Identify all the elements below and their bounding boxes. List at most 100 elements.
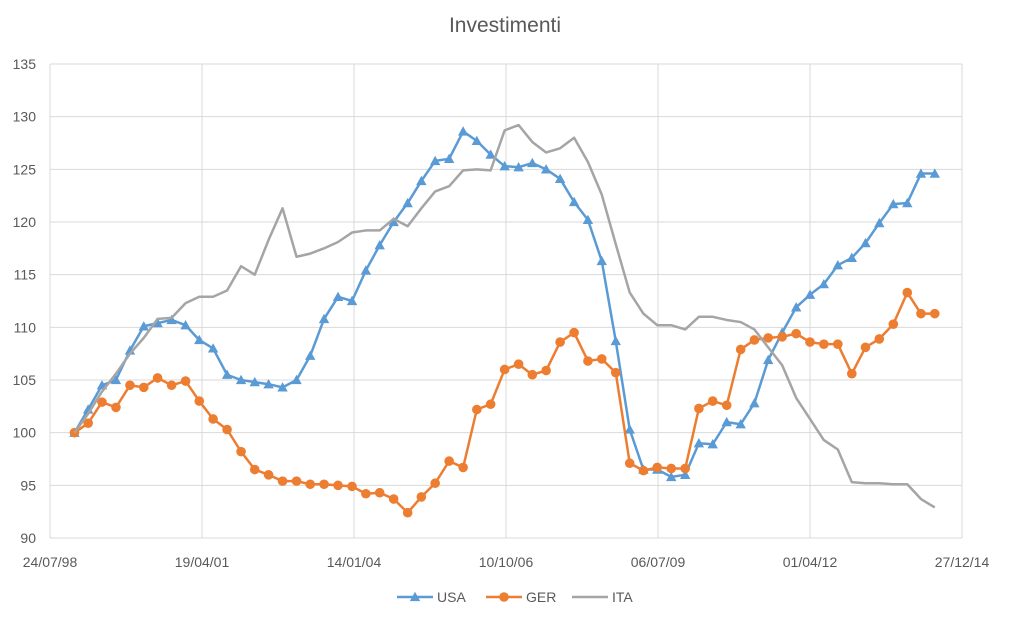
data-point-ger <box>305 479 316 490</box>
data-point-ger <box>819 339 829 349</box>
x-tick-label: 27/12/14 <box>935 554 990 570</box>
data-point-usa <box>180 320 191 330</box>
data-point-usa <box>457 126 469 136</box>
data-point-usa <box>332 291 344 301</box>
y-tick-label: 120 <box>13 214 37 230</box>
data-point-usa <box>929 168 940 178</box>
data-point-usa <box>596 255 607 266</box>
data-point-usa <box>166 314 177 325</box>
data-point-ger <box>194 396 205 406</box>
x-tick-label: 06/07/09 <box>631 554 686 570</box>
data-point-ger <box>929 308 940 319</box>
y-tick-label: 115 <box>14 267 37 283</box>
legend-marker-ger <box>499 592 509 602</box>
data-point-ger <box>888 319 899 329</box>
data-point-ger <box>860 342 871 353</box>
legend-label-ita: ITA <box>612 589 633 605</box>
data-point-usa <box>152 317 163 328</box>
data-point-ger <box>610 367 621 378</box>
data-point-ger <box>458 462 468 473</box>
data-point-ger <box>416 492 427 502</box>
y-axis-labels: 90 95 100 105 110 115 120 125 130 135 <box>13 56 37 546</box>
data-point-usa <box>291 374 302 385</box>
data-point-ger <box>707 396 718 406</box>
chart-title: Investimenti <box>448 14 562 37</box>
data-point-usa <box>624 424 635 434</box>
legend-item-usa: USA <box>397 589 466 605</box>
data-point-ger <box>125 380 135 391</box>
data-point-ger <box>180 376 191 386</box>
y-tick-label: 125 <box>13 161 37 177</box>
x-tick-label: 01/04/12 <box>783 554 838 570</box>
data-point-usa <box>846 252 857 262</box>
data-point-ger <box>763 333 773 343</box>
data-point-ger <box>333 480 343 491</box>
series-ger <box>69 287 940 518</box>
data-point-ger <box>166 380 177 391</box>
data-point-ger <box>527 369 538 380</box>
data-point-usa <box>235 374 247 385</box>
data-point-usa <box>874 217 885 228</box>
data-point-ger <box>791 328 801 339</box>
series-line-usa <box>73 130 935 479</box>
data-point-usa <box>221 369 233 379</box>
data-point-ger <box>222 424 232 435</box>
data-point-ger <box>277 476 288 486</box>
data-point-usa <box>513 162 524 172</box>
data-point-ger <box>541 365 551 376</box>
data-point-usa <box>818 278 830 289</box>
data-point-usa <box>485 149 496 159</box>
data-point-usa <box>388 216 399 227</box>
data-point-ger <box>249 464 260 475</box>
data-point-ger <box>319 479 329 490</box>
data-point-ger <box>444 456 454 466</box>
data-point-usa <box>666 471 677 482</box>
x-axis-labels: 24/07/98 19/04/01 14/01/04 10/10/06 06/07/09… <box>23 554 990 570</box>
data-point-usa <box>902 197 913 208</box>
data-point-usa <box>540 164 552 174</box>
y-tick-label: 90 <box>20 530 36 546</box>
x-tick-label: 14/01/04 <box>327 554 382 570</box>
y-tick-label: 130 <box>13 109 37 125</box>
data-point-ger <box>652 462 663 473</box>
data-point-usa <box>749 397 760 408</box>
data-point-ger <box>263 470 274 480</box>
data-point-usa <box>318 313 330 324</box>
data-point-usa <box>680 469 691 479</box>
data-point-usa <box>402 197 413 208</box>
series-usa <box>69 126 940 482</box>
data-point-usa <box>249 376 260 387</box>
data-point-ger <box>902 287 913 298</box>
data-point-ger <box>666 463 677 474</box>
data-point-usa <box>207 343 219 353</box>
x-tick-label: 24/07/98 <box>23 554 78 570</box>
data-point-ger <box>721 400 732 411</box>
y-tick-label: 100 <box>13 425 37 441</box>
data-point-ger <box>499 364 510 375</box>
data-point-ger <box>638 465 649 476</box>
data-point-usa <box>527 157 538 168</box>
data-point-ger <box>777 332 787 342</box>
data-point-ger <box>513 359 524 370</box>
data-point-usa <box>499 160 510 171</box>
data-point-usa <box>707 439 718 449</box>
data-point-usa <box>888 198 899 209</box>
data-point-ger <box>485 399 496 410</box>
y-tick-label: 110 <box>14 319 37 335</box>
data-point-ger <box>208 414 218 424</box>
y-tick-label: 95 <box>20 477 36 493</box>
data-point-ger <box>374 487 385 498</box>
data-point-ger <box>583 356 593 366</box>
data-point-usa <box>263 379 274 389</box>
series-ita <box>73 123 936 509</box>
data-point-usa <box>194 334 205 345</box>
data-point-usa <box>346 295 358 306</box>
data-point-ger <box>916 308 926 319</box>
data-point-usa <box>693 438 705 448</box>
data-point-ger <box>694 403 704 414</box>
series-line-ita <box>73 123 936 509</box>
data-point-usa <box>735 419 746 429</box>
data-point-usa <box>721 416 732 427</box>
